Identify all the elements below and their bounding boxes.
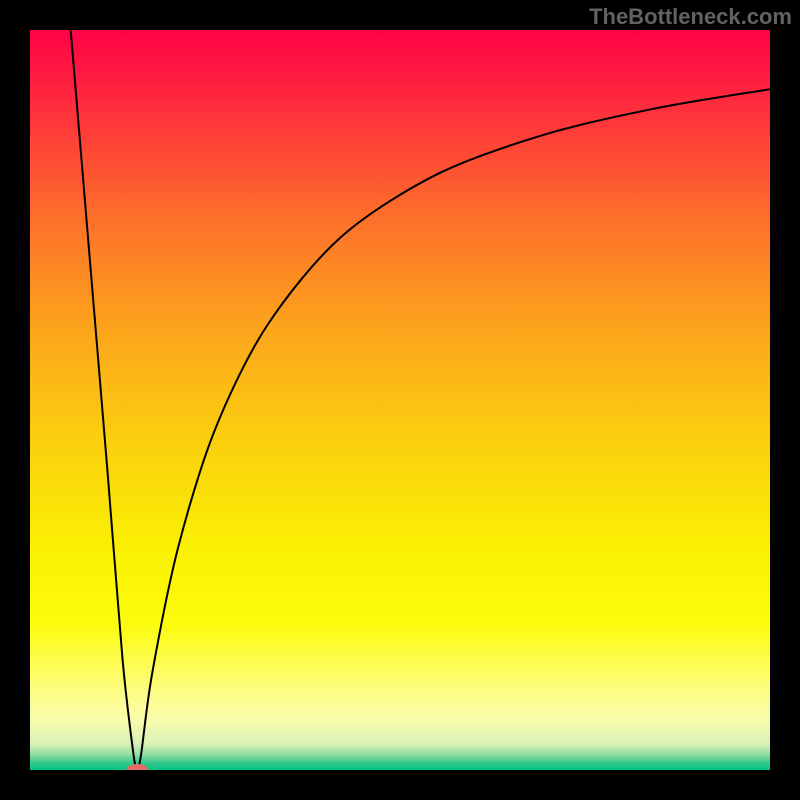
watermark-text: TheBottleneck.com [589, 4, 792, 30]
chart-svg [0, 0, 800, 800]
chart-container: TheBottleneck.com [0, 0, 800, 800]
plot-area [30, 30, 770, 770]
